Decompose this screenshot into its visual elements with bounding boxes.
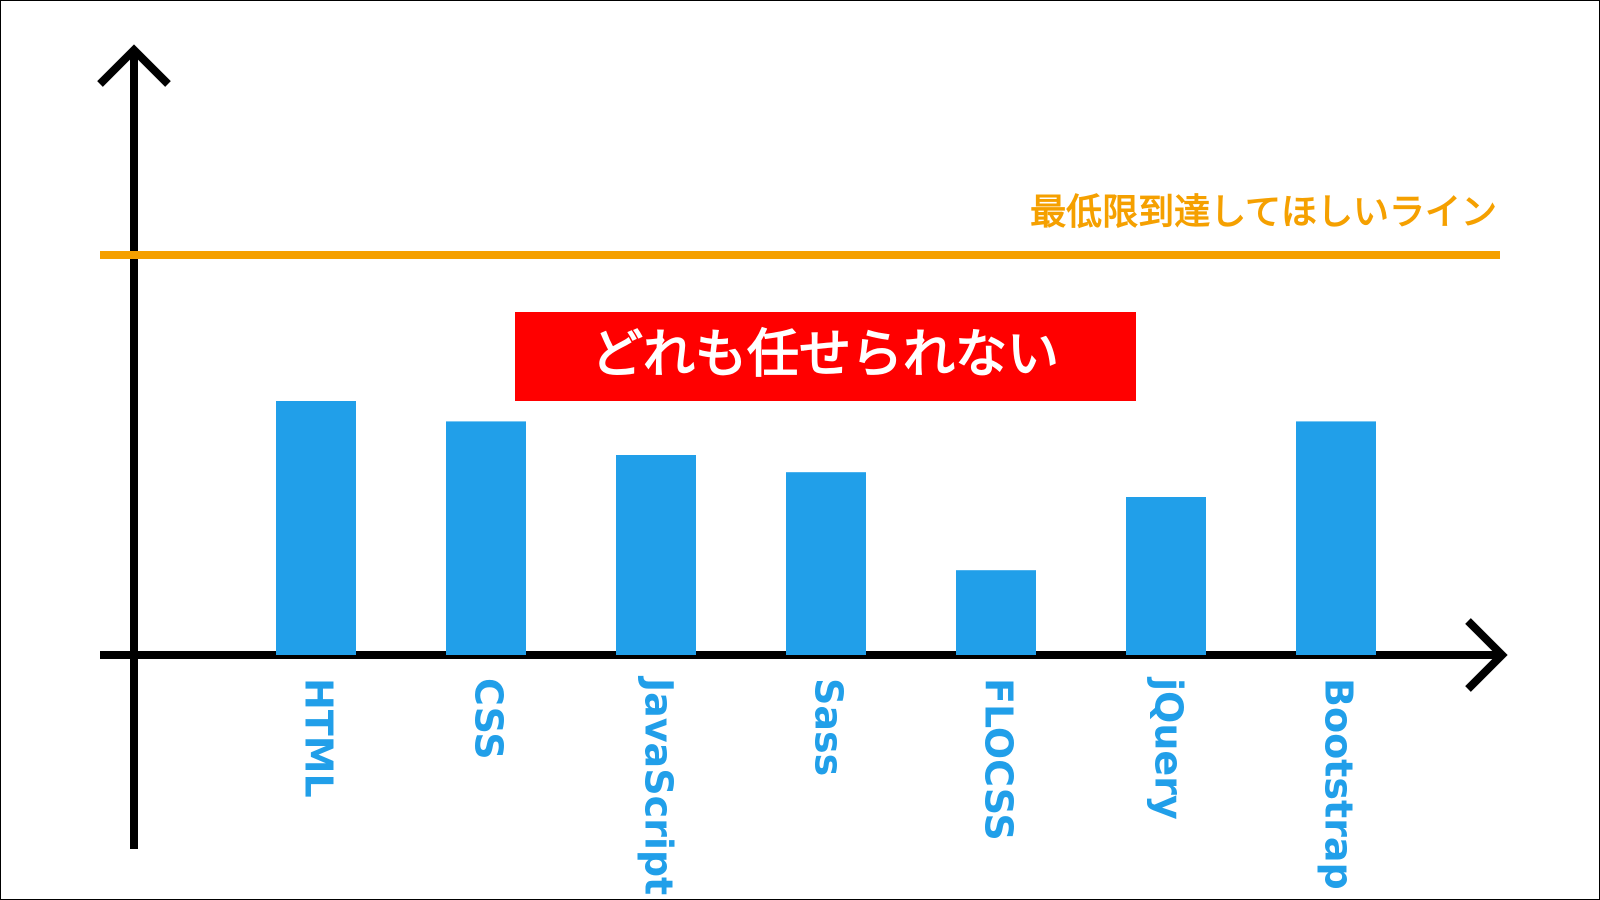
x-tick-label: CSS (467, 678, 511, 760)
bar (446, 421, 526, 655)
x-tick-label: Sass (807, 678, 851, 776)
x-tick-label: Bootstrap (1317, 678, 1361, 890)
bar (276, 401, 356, 655)
y-axis-arrow (97, 44, 171, 87)
threshold-label: 最低限到達してほしいライン (1030, 192, 1497, 233)
bar (786, 472, 866, 655)
annotation: どれも任せられない (591, 325, 1059, 385)
x-tick-label: jQuery (1147, 676, 1191, 820)
annotation-box (515, 312, 1136, 401)
bar (1296, 421, 1376, 655)
bar (956, 570, 1036, 655)
x-tick-label: HTML (297, 678, 341, 798)
bar (616, 455, 696, 655)
x-axis-arrow (1465, 618, 1508, 692)
x-tick-label: FLOCSS (977, 678, 1021, 841)
bar (1126, 497, 1206, 655)
x-tick-label: JavaScript (637, 675, 681, 895)
